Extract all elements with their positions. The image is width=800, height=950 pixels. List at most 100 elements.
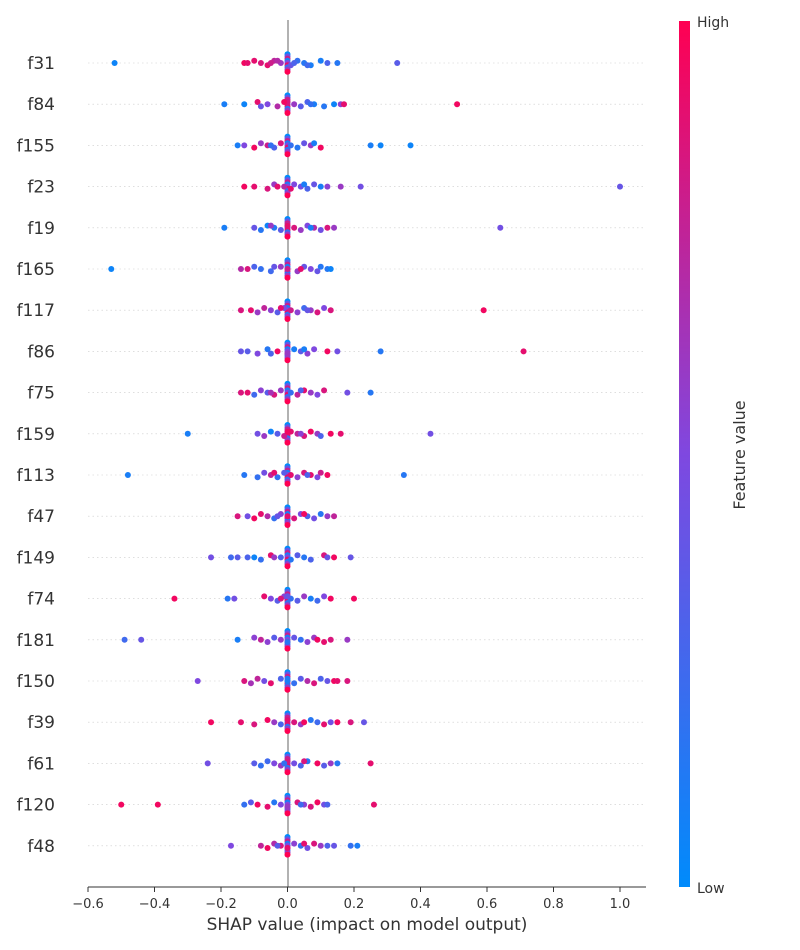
shap-point [334,678,341,684]
shap-point [334,760,341,767]
shap-point [311,181,318,188]
shap-point [317,183,324,190]
shap-point [237,307,244,314]
shap-point [241,801,248,808]
shap-point [367,760,374,767]
shap-point [321,387,328,394]
shap-point [327,266,334,272]
shap-point [331,554,338,561]
shap-point [208,719,215,726]
shap-point [331,224,338,231]
shap-point [124,472,131,478]
shap-point [257,511,264,517]
shap-point [277,675,284,682]
shap-point [264,639,271,645]
feature-label: f47 [27,507,55,527]
x-tick-label: −0.2 [205,897,237,912]
shap-point [274,103,281,110]
shap-point-core [284,810,291,817]
shap-point [237,266,244,272]
shap-point [317,511,324,517]
shap-point [287,185,294,192]
shap-point [301,593,308,600]
shap-point [324,224,331,231]
shap-point [331,842,338,849]
shap-point [324,513,331,520]
x-tick-label: 0.0 [277,897,298,912]
shap-point [261,678,268,684]
shap-point [257,556,264,563]
shap-point [234,554,241,561]
shap-point [291,60,298,66]
shap-point [184,430,191,437]
x-tick-label: −0.4 [139,897,171,912]
shap-point [271,634,278,641]
shap-point [271,554,278,561]
shap-point [341,101,348,108]
feature-label: f181 [17,631,55,651]
shap-point-core [284,151,291,158]
shap-point [307,389,314,396]
shap-point [377,142,384,149]
shap-point [301,840,308,847]
shap-point-core [284,604,291,611]
shap-point [301,181,308,188]
shap-point [284,639,291,645]
shap-point [324,842,331,849]
shap-point [304,678,311,684]
shap-point [327,719,334,726]
shap-point [234,142,241,149]
shap-point [284,513,291,520]
shap-point [257,227,264,233]
shap-point [277,227,284,233]
shap-point [334,719,341,726]
shap-point [301,346,308,353]
shap-point [370,801,377,808]
feature-label: f120 [17,796,55,816]
shap-point [331,101,338,108]
shap-point [301,758,308,765]
shap-point [307,428,314,435]
shap-point [234,513,241,520]
shap-point [267,268,274,275]
shap-point [284,803,291,810]
shap-point [307,556,314,563]
shap-point [317,263,324,270]
shap-point-core [284,728,291,734]
shap-point [271,799,278,806]
x-tick-label: 1.0 [610,897,631,912]
shap-point [321,305,328,311]
shap-point [277,801,284,808]
shap-point [251,515,258,522]
shap-point [304,845,311,851]
shap-point [400,472,407,478]
shap-point [287,389,294,396]
shap-point [301,554,308,561]
shap-point [291,515,298,522]
shap-point-core [284,686,291,693]
shap-point [297,675,304,682]
shap-point [307,224,314,231]
shap-point [454,101,461,108]
shap-point [271,719,278,726]
shap-point [317,57,324,64]
shap-point [314,474,321,481]
shap-point [367,389,374,396]
shap-point-core [284,192,291,199]
shap-point [291,224,298,231]
shap-point [254,675,261,682]
shap-point [294,597,301,604]
shap-point [307,266,314,272]
shap-point [251,634,258,641]
shap-point [244,60,251,66]
shap-point [291,346,298,353]
shap-point [327,307,334,314]
shap-point [317,227,324,233]
shap-point [237,719,244,726]
shap-point [267,595,274,602]
shap-point [277,305,284,311]
shap-point [354,842,361,849]
shap-point [324,801,331,808]
shap-point [284,593,291,600]
shap-point [344,678,351,684]
